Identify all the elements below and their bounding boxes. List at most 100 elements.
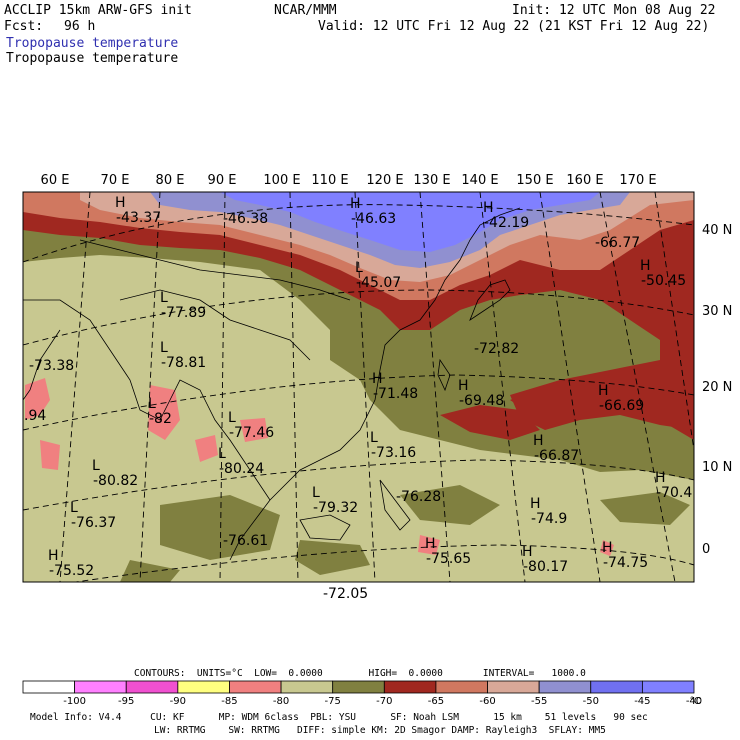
colorbar: -100 -95 -90 -85 -80 -75 -70 -65 -60 -55 -50 -45 -40… [22,680,702,707]
model-title: ACCLIP 15km ARW-GFS init [4,3,192,18]
colorbar-swatch [74,680,127,694]
extremum-mark: H [350,196,361,212]
lon-label: 80 E [156,173,185,188]
lon-label: 90 E [208,173,237,188]
extremum-value: -75.65 [426,551,471,567]
extremum-value: -66.69 [599,398,644,414]
extrema-labels: H-43.37 -46.38H-46.63H-42.19-66.77H-50.45… [24,195,692,602]
colorbar-swatch [538,680,592,694]
extremum-value: -79.32 [313,500,358,516]
extremum-mark: L [228,410,236,426]
extremum-value: .94 [24,408,46,424]
extremum-value: -82 [149,411,172,427]
lon-label: 60 E [41,173,70,188]
extremum-mark: H [425,536,436,552]
extremum-mark: L [218,446,226,462]
colorbar-unit: °C [690,696,701,707]
extremum-value: -76.61 [223,533,268,549]
extremum-value: -73.38 [29,358,74,374]
shaded-field [23,192,694,582]
colorbar-swatch [487,680,540,694]
colorbar-tick-label: -80 [273,696,289,707]
extremum-value: -77.89 [161,305,206,321]
lat-label: 10 N [702,460,732,475]
extremum-value: -46.38 [223,211,268,227]
extremum-value: -76.28 [396,489,441,505]
lon-label: 150 E [516,173,553,188]
init-time: Init: 12 UTC Mon 08 Aug 22 [512,3,716,18]
graticule [23,192,694,582]
extremum-mark: L [370,430,378,446]
extremum-value: -72.05 [323,586,368,602]
extremum-value: -43.37 [116,210,161,226]
extremum-mark: H [530,496,541,512]
extremum-value: -80.24 [219,461,264,477]
colorbar-swatch [332,680,385,694]
colorbar-swatch [383,680,437,694]
extremum-mark: L [355,260,363,276]
extremum-mark: H [522,544,533,560]
valid-time: Valid: 12 UTC Fri 12 Aug 22 (21 KST Fri … [318,19,710,34]
extremum-value: -74.9 [531,511,567,527]
lat-label: 0 [702,542,710,557]
extremum-value: -45.07 [356,275,401,291]
extremum-value: -70.4 [656,485,692,501]
extremum-value: -80.17 [523,559,568,575]
colorbar-swatch [125,680,179,694]
colorbar-tick-label: -40 [686,696,702,707]
lon-label: 110 E [311,173,348,188]
field-title-black: Tropopause temperature [6,51,179,66]
extremum-value: -69.48 [459,393,504,409]
org-label: NCAR/MMM [274,3,337,18]
colorbar-tick-label: -100 [63,696,86,707]
model-info-line1: Model Info: V4.4 CU: KF MP: WDM 6class P… [30,712,648,723]
extremum-value: -46.63 [351,211,396,227]
extremum-value: -77.46 [229,425,274,441]
fcst-label: Fcst: [4,19,44,34]
extremum-value: -50.45 [641,273,686,289]
longitude-labels: 60 E 70 E 80 E 90 E 100 E 110 E 120 E 130 E 140 … [41,173,657,188]
lon-label: 120 E [366,173,403,188]
extremum-value: -66.77 [595,235,640,251]
extremum-mark: H [602,540,613,556]
lon-label: 70 E [101,173,130,188]
extremum-mark: L [92,458,100,474]
extremum-mark: H [458,378,469,394]
lat-label: 40 N [702,223,732,238]
contour-info: CONTOURS: UNITS=°C LOW= 0.0000 HIGH= 0.0… [134,668,586,679]
extremum-mark: H [598,383,609,399]
colorbar-tick-label: -70 [376,696,392,707]
extremum-mark: H [533,433,544,449]
lat-label: 20 N [702,380,732,395]
lat-label: 30 N [702,304,732,319]
extremum-value: -74.75 [603,555,648,571]
colorbar-tick-label: -95 [118,696,134,707]
lon-label: 130 E [413,173,450,188]
colorbar-swatch [590,680,643,694]
colorbar-tick-label: -60 [479,696,495,707]
map-frame [22,191,695,583]
extremum-mark: H [48,548,59,564]
extremum-value: -76.37 [71,515,116,531]
field-title-colored: Tropopause temperature [6,36,179,51]
extremum-value: -78.81 [161,355,206,371]
colorbar-swatch [177,680,230,694]
extremum-mark: L [160,340,168,356]
extremum-mark: L [148,396,156,412]
colorbar-tick-label: -45 [634,696,650,707]
extremum-value: -72.82 [474,341,519,357]
model-info-line2: LW: RRTMG SW: RRTMG DIFF: simple KM: 2D … [154,725,606,736]
extremum-value: -42.19 [484,215,529,231]
colorbar-tick-label: -55 [531,696,547,707]
colorbar-swatch [22,680,76,694]
extremum-mark: H [640,258,651,274]
extremum-mark: H [372,371,383,387]
colorbar-swatch [641,680,695,694]
extremum-mark: H [483,200,494,216]
lon-label: 160 E [566,173,603,188]
colorbar-swatch [229,680,282,694]
lon-label: 170 E [619,173,656,188]
colorbar-swatch [435,680,488,694]
coastlines [23,207,521,561]
